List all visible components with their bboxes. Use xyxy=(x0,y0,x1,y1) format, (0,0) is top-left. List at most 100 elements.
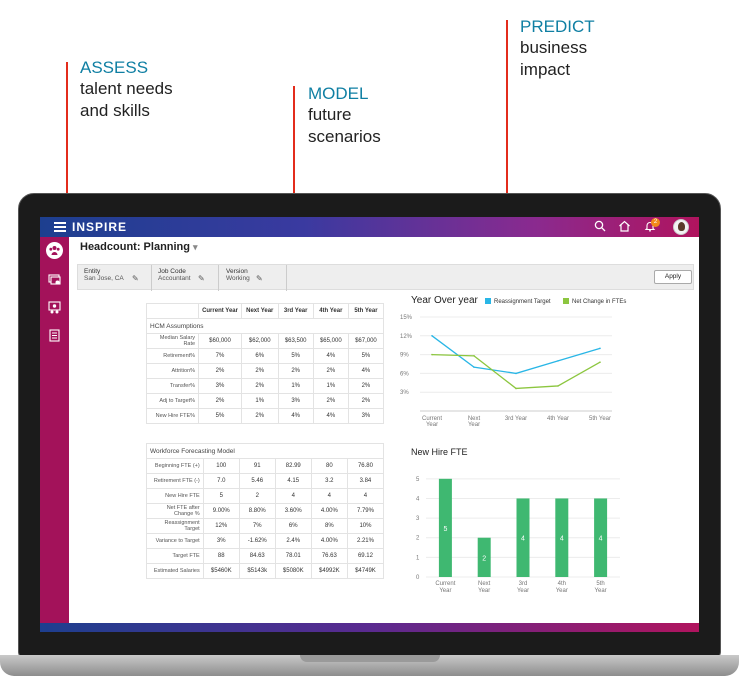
table-cell[interactable]: 10% xyxy=(346,518,385,534)
table-cell[interactable]: 5% xyxy=(347,348,385,364)
table-cell[interactable]: 2% xyxy=(198,393,242,409)
table-cell[interactable]: 4 xyxy=(346,488,385,504)
table-cell[interactable]: 3% xyxy=(202,533,240,549)
table-cell[interactable]: 6% xyxy=(240,348,279,364)
apply-button[interactable]: Apply xyxy=(654,270,692,284)
table-cell[interactable]: 2% xyxy=(240,363,279,379)
table-cell[interactable]: 6% xyxy=(274,518,312,534)
table-cell[interactable]: 3% xyxy=(198,378,242,394)
table-cell[interactable]: 8.80% xyxy=(238,503,276,519)
table-cell[interactable]: $67,000 xyxy=(347,333,385,349)
people-group-icon[interactable] xyxy=(46,242,63,259)
page-title[interactable]: Headcount: Planning ▾ xyxy=(80,241,198,253)
data-point-0 xyxy=(557,360,559,362)
legend-label: Net Change in FTEs xyxy=(572,299,627,305)
table-cell[interactable]: 2% xyxy=(240,408,279,424)
table-cell[interactable]: $63,500 xyxy=(277,333,314,349)
table-row: Reassignment Target 12% 7% 6% 8% 10% xyxy=(146,518,385,534)
table-cell[interactable]: $5143k xyxy=(238,563,276,579)
table-cell[interactable]: 84.63 xyxy=(238,548,276,564)
table-cell[interactable]: 8% xyxy=(310,518,348,534)
table-cell[interactable]: 76.80 xyxy=(346,458,385,474)
series-line-1 xyxy=(431,353,601,390)
table-cell[interactable]: 5 xyxy=(202,488,240,504)
table-cell[interactable]: $4749K xyxy=(346,563,385,579)
table-cell[interactable]: 7% xyxy=(238,518,276,534)
table-cell[interactable]: 3% xyxy=(277,393,314,409)
table-cell[interactable]: -1.62% xyxy=(238,533,276,549)
search-icon[interactable] xyxy=(594,220,606,235)
table-cell[interactable]: 4% xyxy=(312,408,349,424)
row-label: New Hire FTE xyxy=(146,488,204,504)
table-cell[interactable]: 2.21% xyxy=(346,533,385,549)
row-label: Attrition% xyxy=(145,363,200,379)
table-cell[interactable]: 2% xyxy=(198,363,242,379)
table-cell[interactable]: 80 xyxy=(310,458,348,474)
table-cell[interactable]: 7.0 xyxy=(202,473,240,489)
pencil-icon[interactable]: ✎ xyxy=(256,274,263,283)
table-cell[interactable]: 69.12 xyxy=(346,548,385,564)
table-cell[interactable]: 2% xyxy=(347,393,385,409)
data-point-1 xyxy=(473,355,475,357)
filter-divider xyxy=(218,265,219,291)
table-cell[interactable]: 7% xyxy=(198,348,242,364)
table-cell[interactable]: $62,000 xyxy=(240,333,279,349)
table-cell[interactable]: 3.2 xyxy=(310,473,348,489)
filter-version[interactable]: Version Working ✎ xyxy=(226,268,286,283)
checklist-icon[interactable] xyxy=(46,327,63,344)
table-cell[interactable]: 2 xyxy=(238,488,276,504)
table-cell[interactable]: $5460K xyxy=(202,563,240,579)
table-cell[interactable]: 4% xyxy=(347,363,385,379)
notification-badge: 2 xyxy=(651,218,660,227)
table-cell[interactable]: 7.79% xyxy=(346,503,385,519)
table-cell[interactable]: $4992K xyxy=(310,563,348,579)
table-cell[interactable]: 100 xyxy=(202,458,240,474)
table-cell[interactable]: 5% xyxy=(198,408,242,424)
table-cell[interactable]: 1% xyxy=(312,378,349,394)
table-cell[interactable]: 3% xyxy=(347,408,385,424)
table-cell[interactable]: 4.15 xyxy=(274,473,312,489)
table-cell[interactable]: 2% xyxy=(312,393,349,409)
table-cell[interactable]: 82.99 xyxy=(274,458,312,474)
table-cell[interactable]: 2.4% xyxy=(274,533,312,549)
chevron-down-icon[interactable]: ▾ xyxy=(193,242,198,252)
filter-job-code[interactable]: Job Code Accountant ✎ xyxy=(158,268,220,283)
table-cell[interactable]: 4 xyxy=(274,488,312,504)
table-cell[interactable]: 2% xyxy=(347,378,385,394)
row-label: Estimated Salaries xyxy=(146,563,204,579)
filter-entity[interactable]: Entity San Jose, CA ✎ xyxy=(84,268,144,283)
table-cell[interactable]: 2% xyxy=(240,378,279,394)
home-icon[interactable] xyxy=(618,220,631,235)
table-cell[interactable]: 5% xyxy=(277,348,314,364)
table-cell[interactable]: $65,000 xyxy=(312,333,349,349)
table-cell[interactable]: 3.84 xyxy=(346,473,385,489)
table-cell[interactable]: 12% xyxy=(202,518,240,534)
table-cell[interactable]: 4.00% xyxy=(310,533,348,549)
menu-icon[interactable] xyxy=(54,222,66,232)
avatar[interactable] xyxy=(673,219,689,235)
table-cell[interactable]: $5080K xyxy=(274,563,312,579)
table-cell[interactable]: 3.60% xyxy=(274,503,312,519)
data-point-0 xyxy=(599,347,601,350)
pencil-icon[interactable]: ✎ xyxy=(198,274,205,283)
table-cell[interactable]: $60,000 xyxy=(198,333,242,349)
table-cell[interactable]: 88 xyxy=(202,548,240,564)
table-cell[interactable]: 4.00% xyxy=(310,503,348,519)
table-cell[interactable]: 4% xyxy=(277,408,314,424)
table-cell[interactable]: 1% xyxy=(277,378,314,394)
table-cell[interactable]: 9.00% xyxy=(202,503,240,519)
table-cell[interactable]: 2% xyxy=(312,363,349,379)
table-cell[interactable]: 91 xyxy=(238,458,276,474)
team-icon[interactable] xyxy=(46,299,63,316)
pencil-icon[interactable]: ✎ xyxy=(132,274,139,283)
table-cell[interactable]: 4% xyxy=(312,348,349,364)
table-cell[interactable]: 76.63 xyxy=(310,548,348,564)
table-cell[interactable]: 78.01 xyxy=(274,548,312,564)
data-point-1 xyxy=(515,387,517,390)
cards-icon[interactable] xyxy=(46,271,63,288)
table-row: New Hire FTE 5 2 4 4 4 xyxy=(146,488,385,504)
table-cell[interactable]: 1% xyxy=(240,393,279,409)
table-cell[interactable]: 4 xyxy=(310,488,348,504)
table-cell[interactable]: 5.46 xyxy=(238,473,276,489)
table-cell[interactable]: 2% xyxy=(277,363,314,379)
